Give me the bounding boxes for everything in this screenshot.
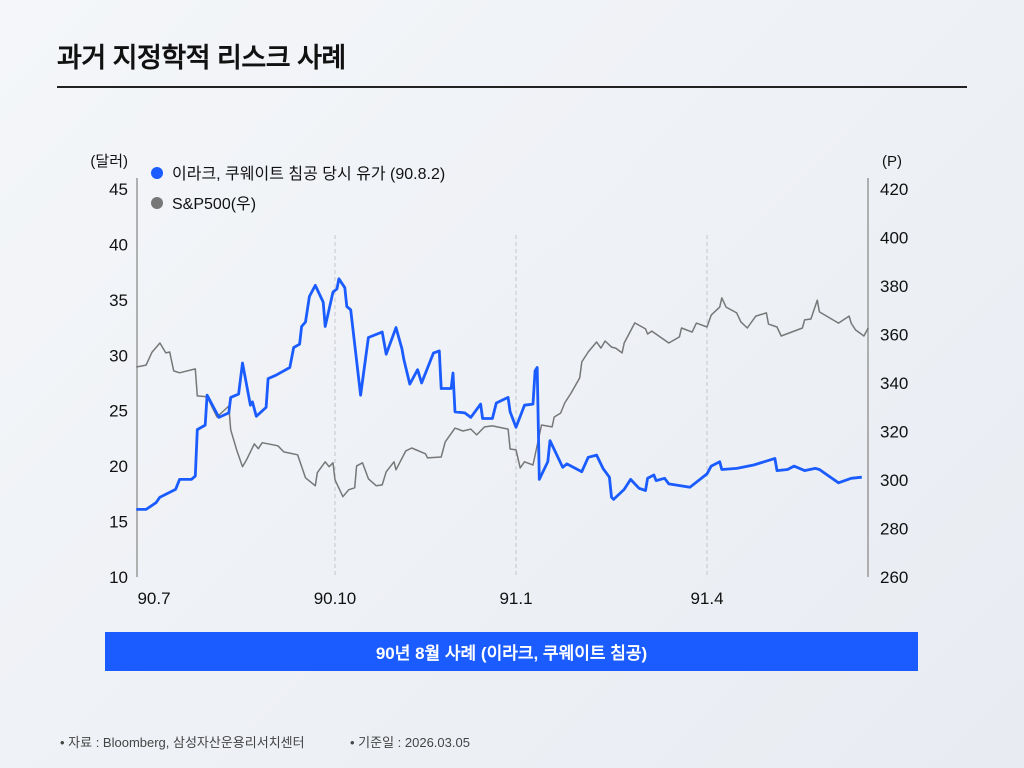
x-tick-label: 90.10: [314, 589, 357, 608]
y-left-tick-label: 10: [109, 568, 128, 587]
oil-price-line: [136, 277, 862, 511]
y-left-tick-label: 15: [109, 513, 128, 532]
page-title: 과거 지정학적 리스크 사례: [57, 43, 346, 73]
y-right-tick-label: 400: [880, 229, 908, 248]
y-right-tick-label: 300: [880, 471, 908, 490]
y-left-tick-label: 30: [109, 346, 128, 365]
y-left-tick-label: 35: [109, 291, 128, 310]
legend-label: S&P500(우): [172, 196, 256, 213]
y-left-tick-label: 40: [109, 235, 128, 254]
source-note: • 자료 : Bloomberg, 삼성자산운용리서치센터: [60, 735, 305, 750]
x-tick-label: 91.4: [690, 589, 723, 608]
y-right-axis-unit: (P): [882, 153, 902, 170]
y-left-tick-label: 25: [109, 402, 128, 421]
y-right-tick-label: 280: [880, 520, 908, 539]
base-date-note: • 기준일 : 2026.03.05: [350, 735, 470, 750]
x-tick-label: 91.1: [499, 589, 532, 608]
series-oil-price: [136, 277, 862, 511]
y-right-tick-label: 360: [880, 326, 908, 345]
sp500-line: [136, 297, 869, 498]
series-sp500: [136, 297, 869, 498]
legend-label: 이라크, 쿠웨이트 침공 당시 유가 (90.8.2): [172, 165, 445, 183]
title-divider: [57, 86, 967, 88]
y-left-axis-unit: (달러): [90, 153, 128, 170]
y-right-tick-label: 340: [880, 374, 908, 393]
y-left-tick-label: 20: [109, 457, 128, 476]
y-left-tick-label: 45: [109, 180, 128, 199]
x-tick-label: 90.7: [137, 589, 170, 608]
y-right-tick-label: 420: [880, 180, 908, 199]
y-right-tick-label: 320: [880, 423, 908, 442]
y-right-tick-label: 380: [880, 277, 908, 296]
legend-marker: [151, 167, 163, 179]
case-banner: 90년 8월 사례 (이라크, 쿠웨이트 침공): [105, 632, 918, 671]
y-right-tick-label: 260: [880, 568, 908, 587]
legend-marker: [151, 197, 163, 209]
